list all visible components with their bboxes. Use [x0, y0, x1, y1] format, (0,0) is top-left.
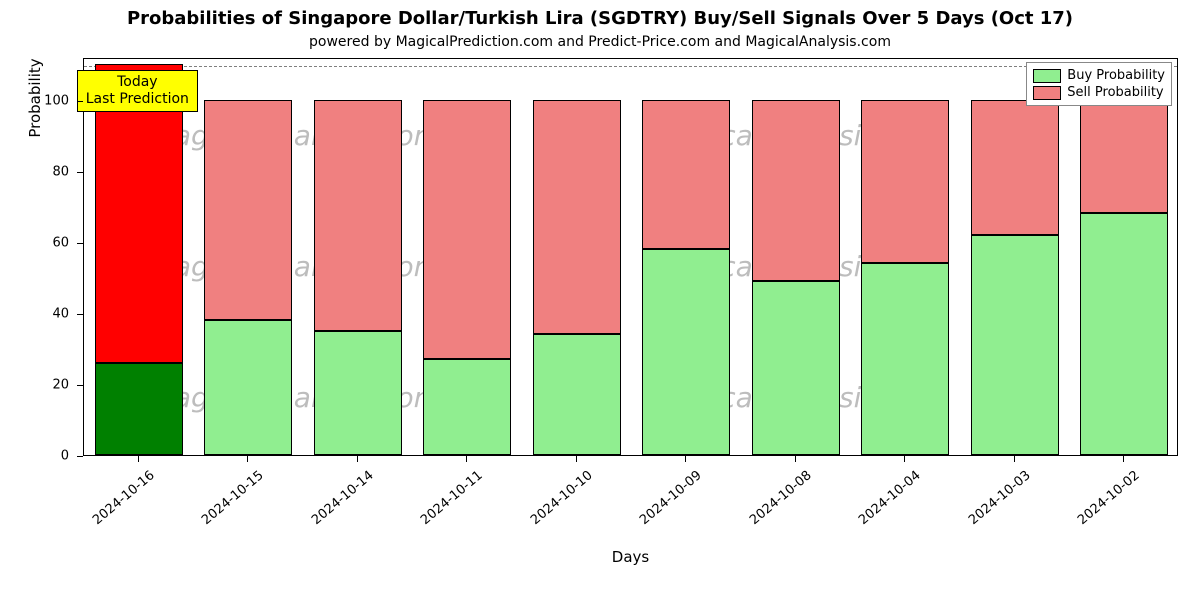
bar-slot: [314, 57, 402, 455]
bar-slot: [533, 57, 621, 455]
x-tick-label: 2024-10-16: [71, 468, 157, 544]
bar-buy-segment: [314, 331, 402, 455]
callout-line-last-prediction: Last Prediction: [86, 91, 189, 108]
legend-item: Sell Probability: [1033, 84, 1165, 101]
y-tick-label: 40: [0, 306, 69, 321]
bar-slot: [752, 57, 840, 455]
x-tick-label: 2024-10-14: [290, 468, 376, 544]
bar-sell-segment: [642, 100, 730, 249]
bar-sell-segment: [204, 100, 292, 320]
x-tick-label: 2024-10-08: [728, 468, 814, 544]
bar-slot: [95, 57, 183, 455]
x-tick-mark: [795, 456, 796, 462]
bar-buy-segment: [423, 359, 511, 455]
x-tick-mark: [138, 456, 139, 462]
bar-slot: [423, 57, 511, 455]
x-tick-mark: [904, 456, 905, 462]
y-tick-label: 80: [0, 164, 69, 179]
y-tick-label: 60: [0, 235, 69, 250]
bar-buy-segment: [642, 249, 730, 455]
x-tick-mark: [357, 456, 358, 462]
chart-title: Probabilities of Singapore Dollar/Turkis…: [0, 8, 1200, 29]
x-tick-label: 2024-10-04: [838, 468, 924, 544]
bar-sell-segment: [423, 100, 511, 359]
x-tick-mark: [1014, 456, 1015, 462]
legend-item: Buy Probability: [1033, 67, 1165, 84]
bar-slot: [861, 57, 949, 455]
y-tick-mark: [77, 314, 83, 315]
x-tick-mark: [1123, 456, 1124, 462]
x-tick-label: 2024-10-09: [619, 468, 705, 544]
legend-label: Sell Probability: [1067, 85, 1163, 100]
bar-sell-segment: [971, 100, 1059, 235]
x-tick-mark: [247, 456, 248, 462]
today-callout: TodayLast Prediction: [77, 70, 198, 112]
x-tick-mark: [685, 456, 686, 462]
bar-slot: [204, 57, 292, 455]
bar-sell-segment: [533, 100, 621, 335]
x-tick-label: 2024-10-11: [400, 468, 486, 544]
legend: Buy Probability Sell Probability: [1026, 62, 1172, 106]
x-axis-label: Days: [83, 548, 1178, 566]
callout-line-today: Today: [86, 74, 189, 91]
legend-label: Buy Probability: [1067, 68, 1165, 83]
bar-buy-segment: [1080, 213, 1168, 455]
bar-sell-segment: [314, 100, 402, 331]
x-tick-mark: [576, 456, 577, 462]
x-tick-label: 2024-10-10: [509, 468, 595, 544]
chart-container: Probabilities of Singapore Dollar/Turkis…: [0, 0, 1200, 600]
y-tick-label: 20: [0, 377, 69, 392]
bar-slot: [971, 57, 1059, 455]
bar-buy-segment: [95, 363, 183, 455]
bar-buy-segment: [204, 320, 292, 455]
y-tick-label: 0: [0, 449, 69, 464]
bar-slot: [642, 57, 730, 455]
chart-subtitle: powered by MagicalPrediction.com and Pre…: [0, 34, 1200, 50]
x-tick-label: 2024-10-03: [947, 468, 1033, 544]
x-tick-label: 2024-10-02: [1057, 468, 1143, 544]
x-tick-label: 2024-10-15: [181, 468, 267, 544]
x-tick-mark: [466, 456, 467, 462]
legend-swatch: [1033, 86, 1061, 100]
bar-sell-segment: [861, 100, 949, 263]
y-tick-mark: [77, 385, 83, 386]
bar-buy-segment: [971, 235, 1059, 455]
bar-buy-segment: [533, 334, 621, 455]
bar-slot: [1080, 57, 1168, 455]
y-tick-mark: [77, 456, 83, 457]
bar-buy-segment: [752, 281, 840, 455]
y-tick-mark: [77, 172, 83, 173]
bar-buy-segment: [861, 263, 949, 455]
bar-sell-segment: [1080, 100, 1168, 214]
plot-area: MagicalAnalysis.comMagicalAnalysis.comMa…: [83, 58, 1178, 456]
y-tick-mark: [77, 243, 83, 244]
y-tick-label: 100: [0, 93, 69, 108]
y-axis-label: Probability: [26, 0, 44, 297]
legend-swatch: [1033, 69, 1061, 83]
bar-sell-segment: [752, 100, 840, 281]
y-tick-mark: [77, 101, 83, 102]
